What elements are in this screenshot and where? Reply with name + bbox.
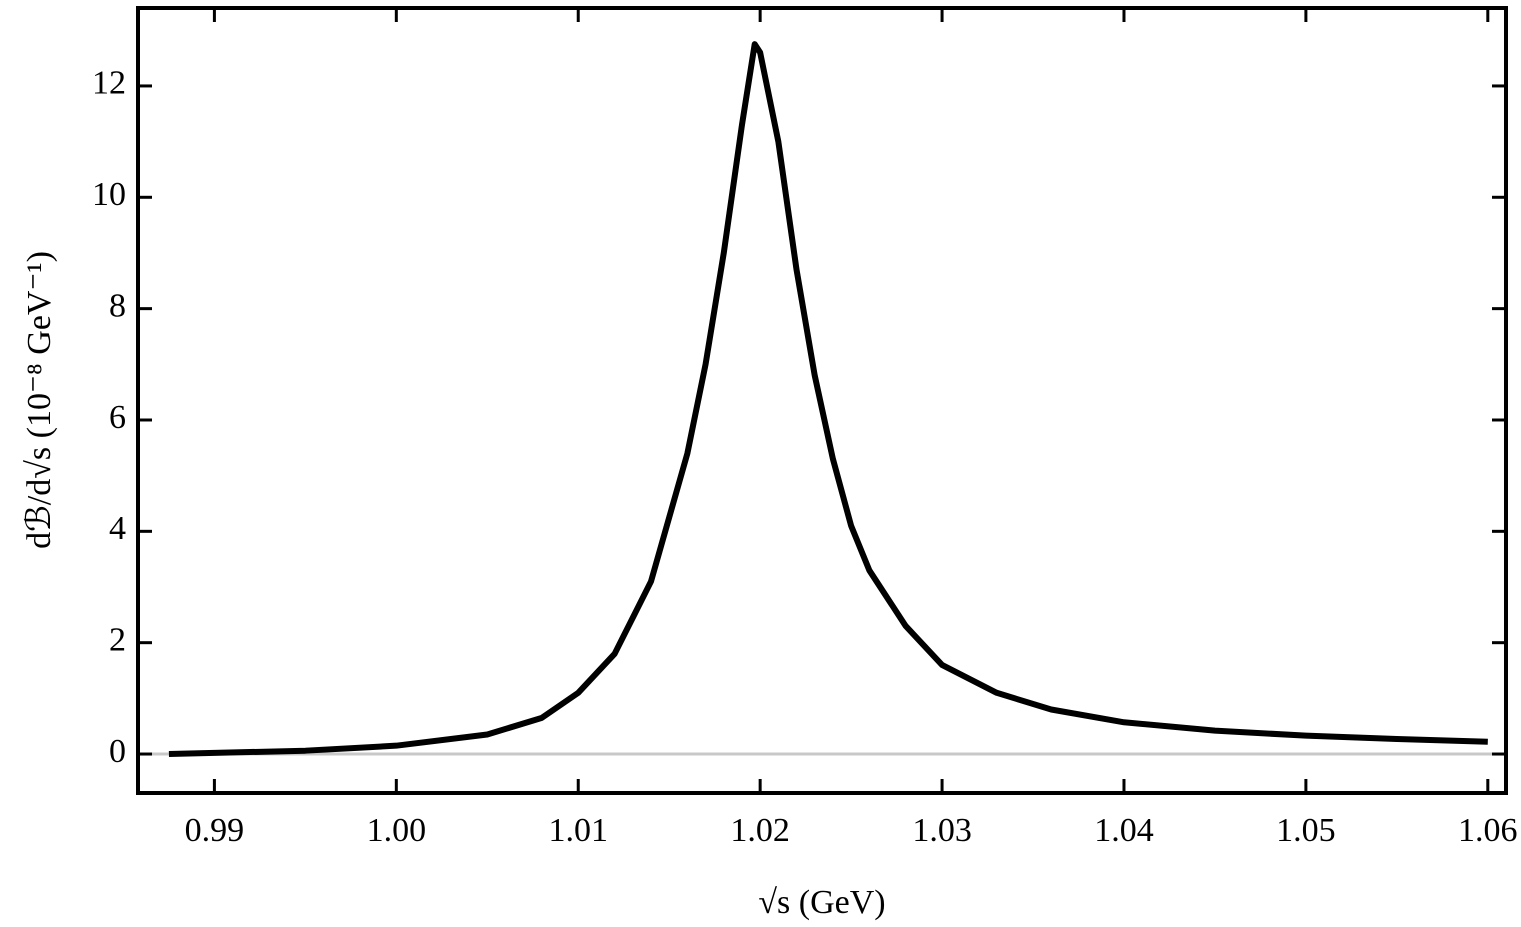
x-tick-label: 1.05 [1276, 812, 1336, 849]
y-tick-label: 4 [109, 510, 126, 547]
y-tick-label: 10 [92, 176, 126, 213]
y-tick-label: 0 [109, 733, 126, 770]
x-tick-label: 1.04 [1094, 812, 1154, 849]
x-tick-label: 0.99 [185, 812, 245, 849]
x-axis-label: √s (GeV) [758, 884, 885, 921]
y-axis-label: dℬ/d√s (10⁻⁸ GeV⁻¹) [21, 251, 58, 549]
x-tick-label: 1.01 [548, 812, 608, 849]
x-tick-label: 1.03 [912, 812, 972, 849]
x-tick-label: 1.02 [730, 812, 790, 849]
plot-frame [136, 6, 1508, 795]
y-tick-label: 12 [92, 65, 126, 102]
x-tick-label: 1.06 [1458, 812, 1518, 849]
y-tick-label: 2 [109, 621, 126, 658]
y-tick-label: 8 [109, 287, 126, 324]
y-tick-label: 6 [109, 399, 126, 436]
x-tick-label: 1.00 [367, 812, 427, 849]
data-line [168, 41, 1488, 758]
